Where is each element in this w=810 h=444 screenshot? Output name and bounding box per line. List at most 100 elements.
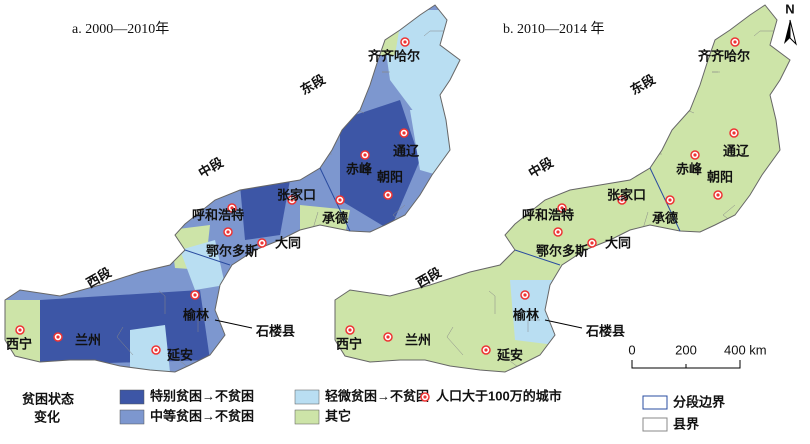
county-line (770, 169, 788, 181)
city-label: 兰州 (75, 332, 101, 347)
county-line (103, 115, 118, 127)
city-label: 通辽 (393, 143, 420, 158)
city-label: 承德 (322, 210, 348, 225)
city-dot (348, 328, 352, 332)
city-dot (338, 198, 342, 202)
city-label: 赤峰 (346, 161, 373, 176)
city-label: 西宁 (6, 336, 32, 351)
county-line (363, 265, 371, 288)
region-fill (335, 5, 790, 372)
county-label: 石楼县 (255, 323, 295, 338)
city-dot (386, 335, 390, 339)
city-dot (716, 193, 720, 197)
county-line (586, 46, 596, 71)
legend-swatch (119, 389, 145, 405)
scale-label: 0 (628, 342, 635, 357)
segment-boundary (184, 167, 351, 266)
county-line (322, 339, 336, 358)
city-dot (386, 193, 390, 197)
county-line (457, 89, 474, 111)
county-line (256, 46, 266, 71)
patch (240, 180, 290, 240)
legend-swatch (119, 409, 145, 425)
segment-label: 中段 (526, 155, 556, 181)
city-dot (154, 348, 158, 352)
city-dot (556, 230, 560, 234)
county-line (105, 193, 123, 207)
legend-label: 分段边界 (673, 394, 725, 409)
county-line (57, 229, 71, 248)
city-dot (402, 131, 406, 135)
legend-label: 轻微贫困→不贫困 (325, 388, 429, 403)
city-label: 张家口 (607, 187, 646, 202)
city-dot (693, 153, 697, 157)
city-label: 鄂尔多斯 (536, 243, 588, 258)
county-line (446, 326, 464, 356)
legend-swatch (294, 389, 320, 405)
region-fill (5, 5, 460, 372)
scale-label: 200 (675, 342, 697, 357)
region-outline (334, 4, 791, 373)
city-dot (523, 293, 527, 297)
county-line (527, 319, 540, 332)
city-dot (484, 348, 488, 352)
city-label: 朝阳 (377, 169, 403, 184)
county-line (629, 10, 652, 30)
county-line (33, 265, 41, 288)
segment-label: 东段 (628, 72, 658, 98)
county-line (645, 144, 662, 155)
scale-label: 400 km (724, 342, 767, 357)
leader-line (544, 319, 583, 329)
city-dot (226, 230, 230, 234)
legend-city-dot (423, 395, 427, 399)
segment-label: 中段 (196, 155, 226, 181)
north-arrow (789, 19, 797, 46)
segment-boundary (514, 167, 681, 266)
city-dot (590, 241, 594, 245)
city-label: 榆林 (513, 307, 539, 322)
county-line (211, 17, 232, 29)
city-dot (193, 293, 197, 297)
patch (130, 325, 170, 372)
city-label: 齐齐哈尔 (698, 48, 750, 63)
city-dot (620, 198, 624, 202)
city-label: 齐齐哈尔 (368, 48, 420, 63)
north-arrow (784, 20, 790, 44)
city-dot (403, 40, 407, 44)
county-line (120, 258, 130, 266)
city-label: 承德 (652, 210, 678, 225)
legend-label: 特别贫困→不贫困 (150, 388, 254, 403)
city-label: 鄂尔多斯 (206, 243, 258, 258)
city-label: 西宁 (336, 336, 362, 351)
county-line (245, 278, 255, 292)
city-label: 呼和浩特 (192, 207, 244, 222)
city-label: 大同 (605, 235, 631, 250)
city-dot (56, 335, 60, 339)
county-line (17, 132, 30, 139)
legend-label: 人口大于100万的城市 (436, 388, 562, 403)
city-dot (668, 198, 672, 202)
legend-label: 中等贫困→不贫困 (150, 408, 254, 423)
county-line (252, 114, 270, 137)
county-line (582, 114, 600, 137)
scale-bar (631, 360, 741, 369)
county-line (698, 240, 706, 262)
county-line (368, 240, 376, 262)
city-dot (363, 153, 367, 157)
city-label: 延安 (166, 347, 193, 362)
city-label: 呼和浩特 (522, 207, 574, 222)
county-line (556, 82, 570, 111)
city-dot (290, 198, 294, 202)
county-line (61, 156, 69, 163)
north-label: N (785, 1, 794, 16)
city-dot (732, 131, 736, 135)
county-line (315, 144, 332, 155)
city-dot (733, 40, 737, 44)
legend-swatch (294, 409, 320, 425)
leader-line (214, 319, 253, 329)
city-label: 兰州 (405, 332, 431, 347)
county-line (700, 298, 710, 318)
county-line (435, 193, 453, 207)
legend-title: 贫困状态 (22, 391, 74, 406)
city-label: 通辽 (723, 143, 750, 158)
